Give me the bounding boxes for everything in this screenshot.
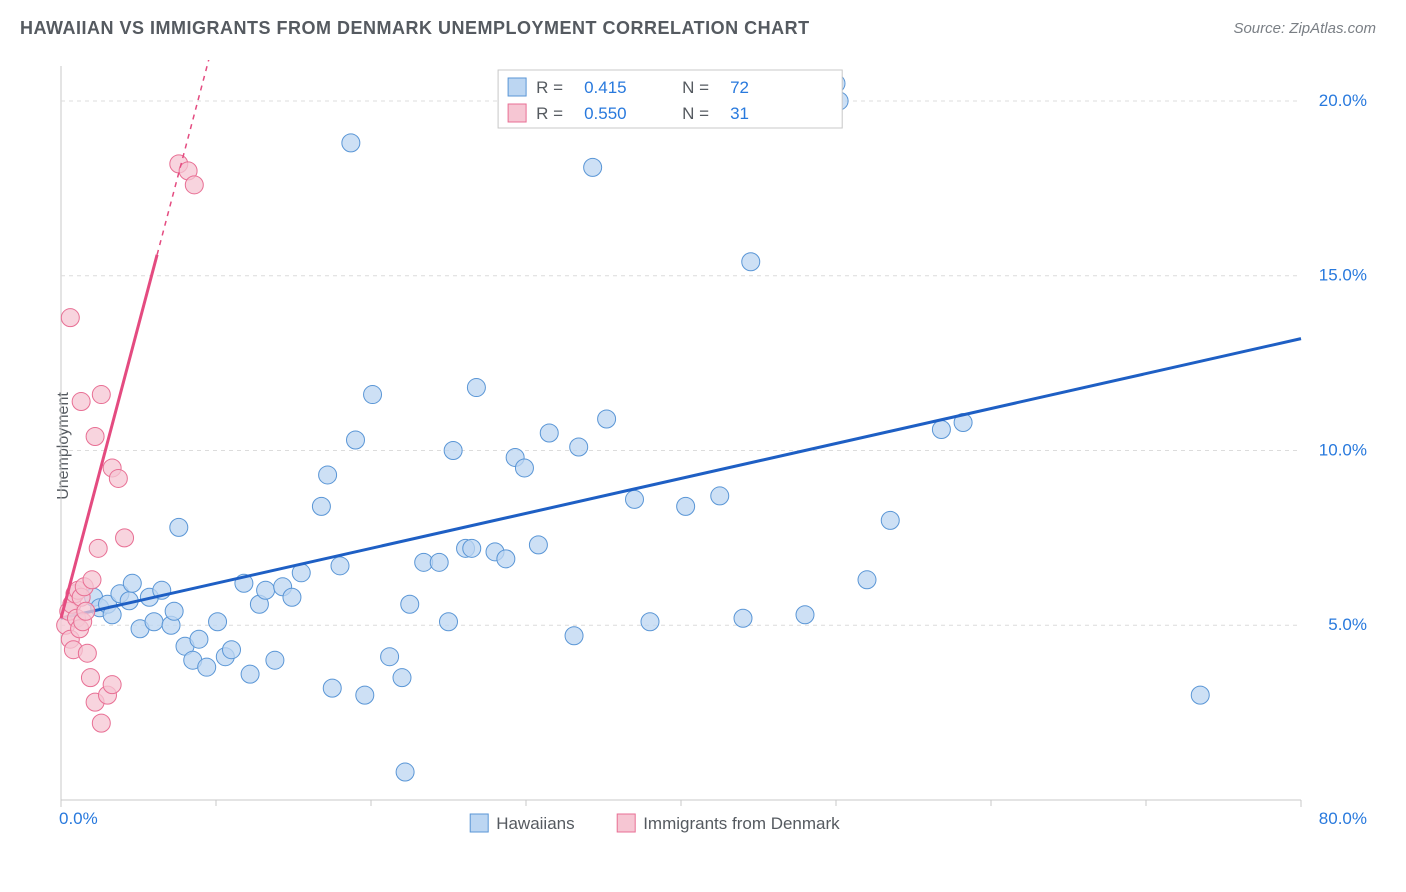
y-tick-label: 5.0% [1328,615,1367,634]
trend-line [61,255,157,619]
data-point [796,606,814,624]
y-tick-label: 10.0% [1319,440,1367,459]
legend-swatch [508,78,526,96]
data-point [83,571,101,589]
data-point [463,539,481,557]
data-point [61,309,79,327]
y-tick-label: 20.0% [1319,91,1367,110]
data-point [266,651,284,669]
series-hawaiians [61,74,1301,781]
data-point [440,613,458,631]
correlation-chart: 5.0%10.0%15.0%20.0%0.0%80.0%ZIPatlasR =0… [55,60,1375,840]
data-point [467,379,485,397]
legend-r-label: R = [536,104,563,123]
data-point [347,431,365,449]
data-point [881,511,899,529]
legend-series-label: Immigrants from Denmark [643,814,840,833]
data-point [381,648,399,666]
data-point [356,686,374,704]
legend-n-label: N = [682,78,709,97]
data-point [123,574,141,592]
data-point [364,386,382,404]
data-point [323,679,341,697]
data-point [103,676,121,694]
data-point [393,669,411,687]
data-point [711,487,729,505]
legend-series-label: Hawaiians [496,814,574,833]
legend-r-value: 0.550 [584,104,627,123]
trend-line [61,339,1301,619]
data-point [565,627,583,645]
data-point [331,557,349,575]
data-point [584,158,602,176]
data-point [626,490,644,508]
data-point [185,176,203,194]
data-point [858,571,876,589]
data-point [145,613,163,631]
y-tick-label: 15.0% [1319,266,1367,285]
data-point [77,602,95,620]
legend-swatch [470,814,488,832]
data-point [209,613,227,631]
data-point [734,609,752,627]
data-point [223,641,241,659]
series-legend: Hawaiians Immigrants from Denmark [470,814,840,833]
data-point [78,644,96,662]
data-point [190,630,208,648]
data-point [932,421,950,439]
data-point [515,459,533,477]
data-point [257,581,275,599]
data-point [312,497,330,515]
data-point [109,469,127,487]
data-point [641,613,659,631]
legend-n-value: 72 [730,78,749,97]
data-point [540,424,558,442]
data-point [430,553,448,571]
x-tick-label: 0.0% [59,809,98,828]
legend-swatch [617,814,635,832]
legend-r-label: R = [536,78,563,97]
data-point [401,595,419,613]
data-point [92,386,110,404]
data-point [89,539,107,557]
legend-swatch [508,104,526,122]
legend-n-label: N = [682,104,709,123]
trend-line-extension [157,60,224,255]
data-point [283,588,301,606]
legend-n-value: 31 [730,104,749,123]
data-point [319,466,337,484]
stats-legend: R = 0.415 N = 72 R = 0.550 N = 31 [498,70,842,128]
legend-r-value: 0.415 [584,78,627,97]
data-point [241,665,259,683]
data-point [742,253,760,271]
data-point [198,658,216,676]
x-tick-label: 80.0% [1319,809,1367,828]
data-point [598,410,616,428]
data-point [116,529,134,547]
data-point [1191,686,1209,704]
chart-title: HAWAIIAN VS IMMIGRANTS FROM DENMARK UNEM… [20,18,810,39]
data-point [165,602,183,620]
data-point [92,714,110,732]
data-point [86,427,104,445]
data-point [677,497,695,515]
data-point [81,669,99,687]
data-point [529,536,547,554]
source-attribution: Source: ZipAtlas.com [1233,20,1376,37]
data-point [497,550,515,568]
data-point [170,518,188,536]
data-point [342,134,360,152]
data-point [444,441,462,459]
data-point [396,763,414,781]
data-point [570,438,588,456]
data-point [72,393,90,411]
